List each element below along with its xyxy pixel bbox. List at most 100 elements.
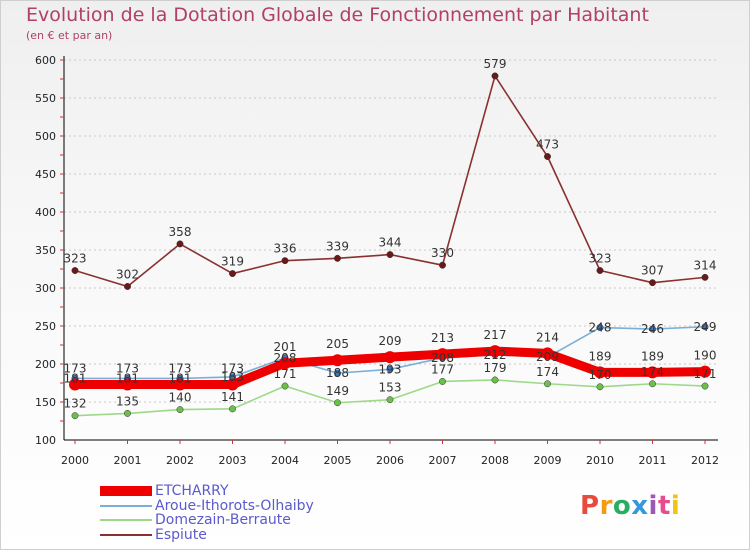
x-tick-label: 2000 (61, 454, 89, 467)
data-label: 201 (274, 340, 297, 354)
legend-item: Domezain-Berraute (100, 512, 314, 529)
legend-label: Espiute (155, 526, 207, 543)
series-lines (69, 72, 711, 420)
data-label: 212 (484, 348, 507, 362)
y-tick-label: 450 (35, 168, 56, 181)
data-label: 189 (589, 349, 612, 363)
legend-swatch (100, 486, 152, 497)
data-point (701, 382, 709, 390)
legend-label: Domezain-Berraute (155, 512, 291, 529)
data-label: 319 (221, 255, 244, 269)
data-point (69, 378, 81, 391)
y-tick-label: 500 (35, 130, 56, 143)
y-tick-label: 150 (35, 396, 56, 409)
data-label: 193 (379, 362, 402, 376)
x-tick-label: 2002 (166, 454, 194, 467)
data-label: 179 (484, 361, 507, 375)
data-label: 174 (641, 365, 664, 379)
data-label: 246 (641, 322, 664, 336)
data-label: 171 (274, 367, 297, 381)
data-point (174, 378, 186, 391)
data-point (491, 376, 499, 384)
x-tick-label: 2003 (219, 454, 247, 467)
data-point (596, 324, 604, 331)
data-label: 302 (116, 267, 139, 281)
x-tick-label: 2005 (324, 454, 352, 467)
data-label: 174 (536, 365, 559, 379)
data-point (279, 357, 291, 370)
data-label: 140 (169, 391, 192, 405)
data-point (334, 399, 341, 407)
data-label: 183 (221, 370, 244, 384)
chart-title: Evolution de la Dotation Globale de Fonc… (26, 4, 649, 26)
data-label: 205 (326, 337, 349, 351)
y-tick-label: 200 (35, 358, 56, 371)
data-label: 214 (536, 330, 559, 344)
data-point (596, 267, 604, 274)
legend: ETCHARRY Aroue-Ithorots-Olhaiby Domezain-B… (100, 483, 314, 543)
data-point (281, 257, 289, 265)
data-point (124, 409, 131, 417)
chart-subtitle: (en € et par an) (26, 29, 113, 42)
data-label: 208 (431, 351, 454, 365)
legend-swatch (100, 519, 152, 522)
data-point (594, 366, 606, 379)
data-point (386, 365, 394, 373)
data-label: 181 (116, 371, 139, 385)
data-point (439, 378, 446, 385)
data-point (386, 396, 394, 404)
x-tick-label: 2001 (114, 454, 142, 467)
data-label: 314 (694, 258, 717, 272)
x-tick-label: 2011 (639, 454, 667, 467)
x-tick-label: 2004 (271, 454, 299, 467)
data-point (121, 378, 134, 391)
legend-swatch (100, 533, 152, 536)
data-point (226, 378, 239, 391)
data-point (71, 267, 79, 274)
y-tick-label: 600 (35, 54, 56, 67)
data-label: 177 (431, 362, 454, 376)
legend-item: ETCHARRY (100, 483, 314, 499)
x-tick-label: 2010 (586, 454, 614, 467)
data-point (334, 254, 341, 262)
data-label: 173 (116, 362, 139, 376)
data-label: 323 (64, 252, 87, 266)
data-label: 217 (484, 328, 507, 342)
x-tick-label: 2006 (376, 454, 404, 467)
y-tick-label: 100 (35, 434, 56, 447)
data-point (124, 283, 131, 290)
data-label: 344 (379, 236, 402, 250)
data-point (281, 382, 289, 390)
data-label: 336 (274, 242, 297, 256)
data-point (649, 380, 656, 388)
y-tick-label: 350 (35, 244, 56, 257)
data-label: 173 (64, 362, 87, 376)
x-tick-label: 2008 (481, 454, 509, 467)
data-point (331, 354, 344, 367)
data-label: 473 (536, 138, 559, 152)
data-point (491, 72, 499, 80)
data-label: 153 (379, 381, 402, 395)
data-point (176, 240, 184, 248)
legend-swatch (100, 504, 152, 507)
data-label: 209 (536, 350, 559, 364)
data-point (701, 273, 709, 281)
data-label: 171 (694, 367, 717, 381)
data-label: 170 (589, 368, 612, 382)
data-point (334, 369, 341, 377)
data-label: 213 (431, 331, 454, 345)
y-tick-label: 300 (35, 282, 56, 295)
data-point (71, 412, 79, 420)
data-labels: 173 173 173 173 201 205 209 213 217 214 189 189 190 1… (64, 57, 717, 411)
data-point (386, 251, 394, 259)
legend-item: Espiute (100, 526, 314, 543)
legend-item: Aroue-Ithorots-Olhaiby (100, 498, 314, 514)
data-label: 209 (379, 334, 402, 348)
data-point (699, 365, 711, 378)
data-point (649, 279, 656, 287)
x-tick-label: 2012 (691, 454, 719, 467)
data-label: 181 (169, 371, 192, 385)
data-label: 330 (431, 246, 454, 260)
y-tick-label: 550 (35, 92, 56, 105)
